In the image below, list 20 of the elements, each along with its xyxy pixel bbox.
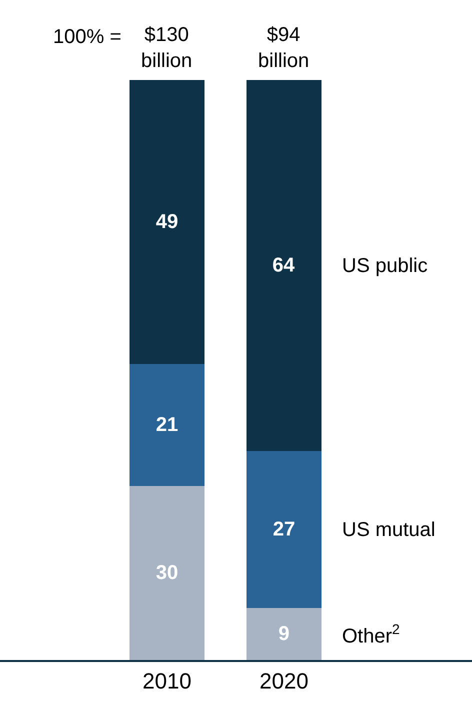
bar <box>246 451 322 608</box>
bar <box>130 486 204 660</box>
bar <box>130 80 204 364</box>
text: 100% = <box>53 26 122 48</box>
bar <box>246 80 322 452</box>
bar <box>130 364 204 486</box>
series-label: US public <box>342 255 428 277</box>
data-label: 21 <box>156 414 178 436</box>
text: $94 billion <box>258 24 310 72</box>
x-tick-label: 2010 <box>142 668 192 694</box>
data-label: 49 <box>156 211 178 234</box>
series-label: US mutual <box>342 519 436 541</box>
data-label: 30 <box>156 562 178 584</box>
x-tick-label: 2020 <box>259 668 308 694</box>
data-label: 64 <box>272 254 296 277</box>
bar <box>246 608 322 660</box>
data-label: 27 <box>272 518 296 540</box>
text: $130 billion <box>141 24 192 72</box>
data-label: 9 <box>278 622 290 645</box>
series-label: Other$^{2}$ <box>342 621 400 648</box>
